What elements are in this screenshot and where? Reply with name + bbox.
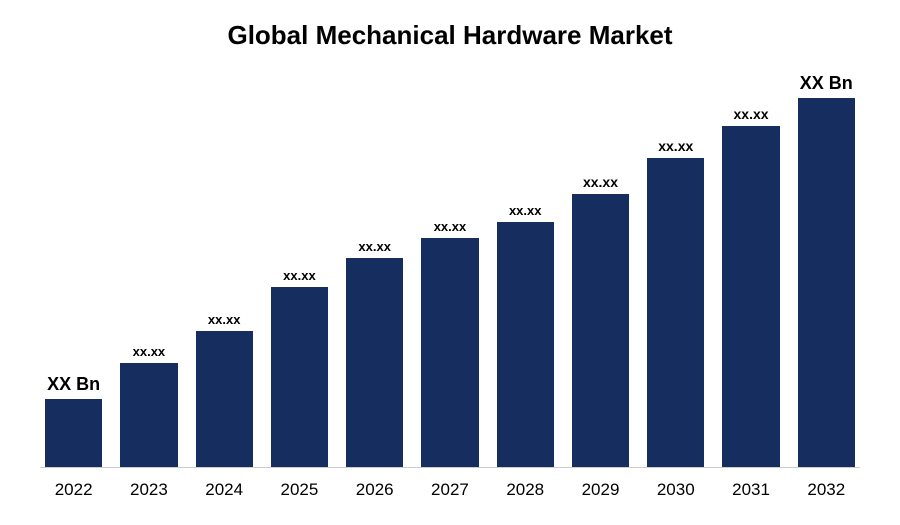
bar [196,331,253,467]
bar [421,238,478,467]
bar-wrapper: XX Bn [45,66,102,467]
bar [722,126,779,467]
bars-container: XX Bn xx.xx xx.xx xx.xx xx.xx xx.xx xx.xx xx.xx… [40,66,860,468]
x-axis: 2022 2023 2024 2025 2026 2027 2028 2029 2030 2031… [40,468,860,500]
bar-wrapper: xx.xx [421,66,478,467]
bar [271,287,328,467]
bar-wrapper: xx.xx [647,66,704,467]
x-axis-label: 2023 [120,480,177,500]
bar-value-label: xx.xx [208,312,241,327]
bar-value-label: xx.xx [734,106,769,122]
bar [45,399,102,467]
bar [647,158,704,467]
bar [497,222,554,467]
bar-wrapper: xx.xx [271,66,328,467]
bar [346,258,403,467]
bar-value-label: xx.xx [133,344,166,359]
bar [572,194,629,467]
bar-wrapper: xx.xx [497,66,554,467]
x-axis-label: 2032 [798,480,855,500]
x-axis-label: 2022 [45,480,102,500]
chart-title: Global Mechanical Hardware Market [40,20,860,51]
bar-value-label: xx.xx [583,174,618,190]
x-axis-label: 2030 [647,480,704,500]
x-axis-label: 2026 [346,480,403,500]
bar-wrapper: xx.xx [722,66,779,467]
bar-value-label: xx.xx [434,219,467,234]
x-axis-label: 2029 [572,480,629,500]
bar-value-label: xx.xx [658,138,693,154]
bar-value-label: xx.xx [509,203,542,218]
bar-wrapper: xx.xx [346,66,403,467]
bar [798,98,855,467]
bar-wrapper: xx.xx [572,66,629,467]
bar-value-label: XX Bn [800,73,853,94]
chart-area: XX Bn xx.xx xx.xx xx.xx xx.xx xx.xx xx.xx xx.xx… [40,66,860,500]
x-axis-label: 2028 [497,480,554,500]
x-axis-label: 2027 [421,480,478,500]
chart-container: Global Mechanical Hardware Market XX Bn x… [0,0,900,525]
bar [120,363,177,467]
x-axis-label: 2031 [722,480,779,500]
bar-wrapper: xx.xx [196,66,253,467]
bar-value-label: xx.xx [358,239,391,254]
x-axis-label: 2025 [271,480,328,500]
bar-wrapper: xx.xx [120,66,177,467]
bar-value-label: XX Bn [47,374,100,395]
x-axis-label: 2024 [196,480,253,500]
bar-value-label: xx.xx [283,268,316,283]
bar-wrapper: XX Bn [798,66,855,467]
